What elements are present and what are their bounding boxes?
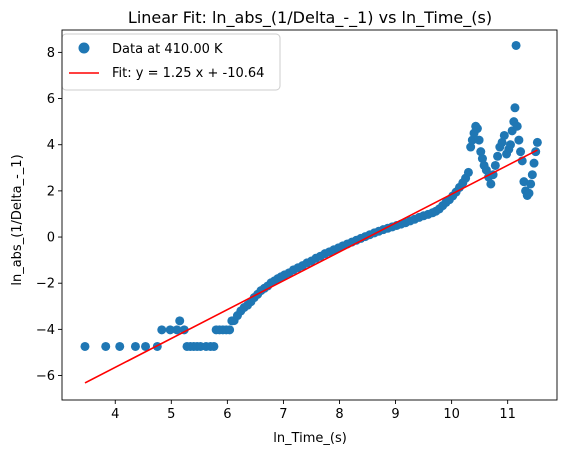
- data-point: [486, 179, 496, 189]
- x-tick-label: 11: [499, 407, 516, 422]
- x-axis: 4 5 6 7 8 9 10 11: [111, 400, 516, 422]
- y-tick-label: 2: [47, 184, 55, 199]
- data-point: [476, 147, 486, 157]
- x-tick-label: 6: [223, 407, 231, 422]
- y-tick-label: −6: [36, 369, 55, 384]
- data-point: [477, 154, 487, 164]
- data-point: [225, 325, 235, 335]
- data-point: [497, 137, 507, 147]
- data-point: [209, 341, 219, 351]
- data-point: [516, 147, 526, 157]
- data-point: [493, 151, 503, 161]
- data-point: [466, 142, 476, 152]
- y-tick-label: 8: [47, 46, 55, 61]
- data-point: [463, 167, 473, 177]
- data-point: [141, 341, 151, 351]
- y-axis-label: ln_abs_(1/Delta_-_1): [10, 154, 25, 285]
- data-point: [80, 341, 90, 351]
- data-point: [524, 188, 534, 198]
- y-tick-label: 0: [47, 231, 55, 246]
- data-point: [472, 124, 482, 134]
- y-tick-label: 4: [47, 138, 55, 153]
- chart-title: Linear Fit: ln_abs_(1/Delta_-_1) vs ln_T…: [128, 8, 492, 28]
- data-point: [172, 325, 182, 335]
- data-point: [527, 170, 537, 180]
- x-tick-label: 4: [111, 407, 119, 422]
- data-point: [165, 325, 175, 335]
- data-point: [130, 341, 140, 351]
- y-axis: −6 −4 −2 0 2 4 6 8: [36, 46, 62, 384]
- data-point: [510, 103, 520, 113]
- plot-area: [80, 40, 542, 384]
- y-tick-label: −4: [36, 323, 55, 338]
- x-tick-label: 8: [335, 407, 343, 422]
- y-tick-label: −2: [36, 277, 55, 292]
- x-tick-label: 7: [279, 407, 287, 422]
- plot-frame: [61, 29, 558, 401]
- data-point: [512, 121, 522, 131]
- x-tick-label: 10: [443, 407, 460, 422]
- y-tick-label: 6: [47, 92, 55, 107]
- fit-line: [84, 149, 538, 384]
- data-point: [505, 140, 515, 150]
- data-point: [499, 130, 509, 140]
- legend: Data at 410.00 K Fit: y = 1.25 x + -10.6…: [61, 33, 281, 91]
- x-axis-label: ln_Time_(s): [273, 431, 347, 446]
- data-point: [532, 137, 542, 147]
- legend-label-fit: Fit: y = 1.25 x + -10.64: [112, 66, 264, 81]
- data-point: [481, 165, 491, 175]
- x-tick-label: 9: [391, 407, 399, 422]
- data-point: [511, 40, 521, 50]
- legend-label-scatter: Data at 410.00 K: [112, 42, 223, 57]
- data-point: [115, 341, 125, 351]
- data-point: [175, 316, 185, 326]
- data-point: [526, 179, 536, 189]
- data-point: [529, 158, 539, 168]
- legend-scatter-marker: [78, 42, 90, 54]
- data-point: [514, 135, 524, 145]
- data-point: [490, 160, 500, 170]
- data-point: [101, 341, 111, 351]
- data-point: [467, 135, 477, 145]
- data-point: [474, 135, 484, 145]
- data-point: [179, 325, 189, 335]
- data-point: [157, 325, 167, 335]
- x-tick-label: 5: [167, 407, 175, 422]
